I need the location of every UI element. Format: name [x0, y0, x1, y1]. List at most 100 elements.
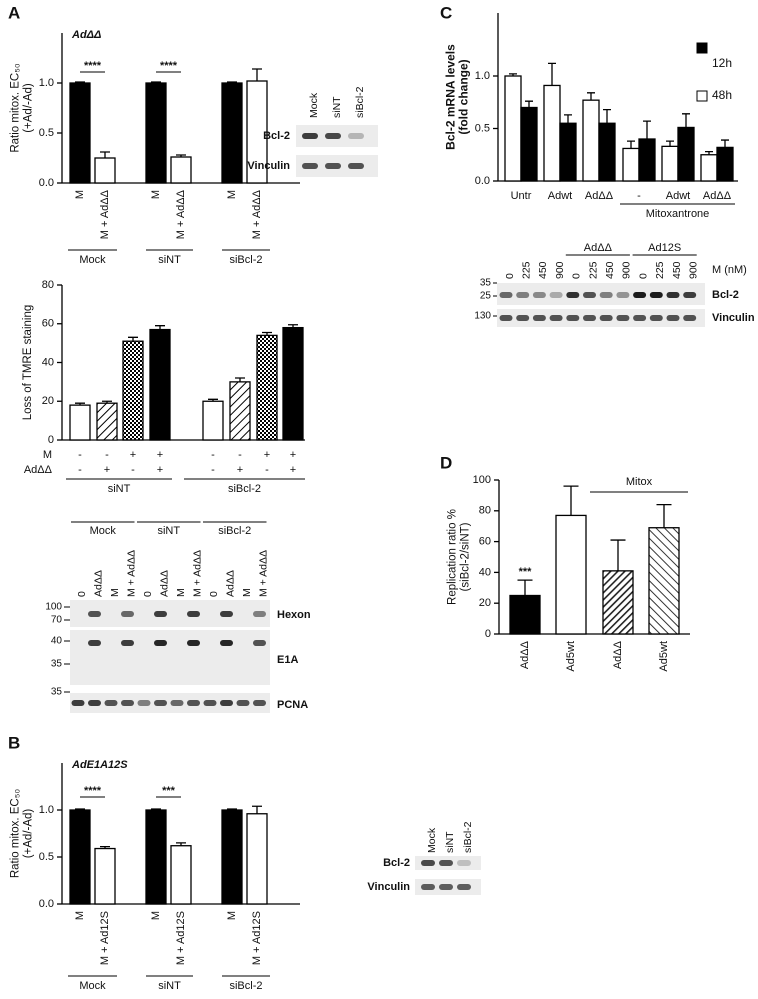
blot-row-label: Bcl-2: [712, 289, 739, 301]
x-tick-label: M + Ad12S: [175, 911, 187, 965]
y-tick-label: 20: [479, 597, 491, 609]
y-tick-label: 100: [473, 474, 491, 486]
y-tick-label: 0.5: [39, 127, 54, 139]
error-bar: [235, 377, 245, 382]
x-tick-label: M: [226, 911, 238, 920]
bar: [69, 809, 91, 905]
y-axis-label: Ratio mitox. EC₅₀: [10, 63, 22, 153]
error-bar: [721, 139, 729, 148]
blot-band: [302, 163, 318, 169]
blot-group-label: siNT: [157, 525, 180, 537]
x-tick-label: Adwt: [548, 190, 572, 202]
error-bar: [666, 140, 674, 147]
blot-band: [421, 884, 435, 890]
bar: [256, 334, 278, 441]
x-tick-label: Ad5wt: [658, 641, 670, 672]
y-axis-label: Bcl-2 mRNA levels: [444, 44, 458, 150]
significance: ****: [84, 60, 102, 72]
chart-title: AdE1A12S: [71, 759, 128, 771]
group-label: siNT: [108, 483, 131, 495]
y-tick-label: 60: [479, 536, 491, 548]
x-tick-label: M + Ad12S: [99, 911, 111, 965]
blot-band: [439, 884, 453, 890]
error-bar: [517, 579, 533, 596]
blot-band: [170, 700, 184, 706]
blot-row-label: PCNA: [277, 699, 308, 711]
blot-lane-label: 900: [687, 261, 699, 279]
blot-lane-label: M + AdΔΔ: [257, 550, 269, 597]
blot-lane-label: siBcl-2: [354, 86, 366, 118]
blot-band: [121, 640, 134, 646]
blot-row-label: E1A: [277, 654, 298, 666]
bar: [677, 126, 695, 182]
blot-band: [253, 640, 266, 646]
error-bar: [252, 805, 262, 814]
bar: [509, 594, 541, 635]
group-label: siBcl-2: [229, 254, 262, 266]
blot-marker: 35: [480, 278, 492, 289]
error-bar: [100, 846, 110, 849]
blot-band: [154, 700, 167, 706]
blot-band: [516, 292, 530, 298]
blot-lane-label: siNT: [331, 96, 343, 118]
sign: -: [238, 449, 242, 461]
blot-band: [253, 611, 266, 617]
blot-lane-label: 225: [654, 261, 666, 279]
blot-band: [88, 700, 101, 706]
group-label: siNT: [158, 980, 181, 992]
x-tick-label: M + Ad12S: [251, 911, 263, 965]
y-tick-label: 60: [42, 318, 54, 330]
blot-marker: 130: [474, 311, 491, 322]
sign: +: [104, 464, 110, 476]
y-tick-label: 80: [42, 279, 54, 291]
group-label: Mitoxantrone: [646, 208, 710, 220]
blot-strip: [70, 693, 270, 713]
blot-unit: M (nM): [712, 264, 747, 276]
error-bar: [262, 331, 272, 336]
panel-label: B: [8, 733, 20, 752]
bar: [602, 570, 634, 635]
significance: ****: [84, 785, 102, 797]
bar: [94, 157, 116, 184]
error-bar: [151, 808, 161, 810]
blot-strip: [70, 600, 270, 627]
panel-label: A: [8, 3, 20, 22]
error-bar: [208, 398, 218, 402]
bar: [145, 82, 167, 184]
blot-row-label: Bcl-2: [383, 857, 410, 869]
sign: +: [290, 464, 296, 476]
blot-band: [203, 700, 217, 706]
bar: [598, 122, 616, 182]
blot-band: [666, 315, 680, 321]
y-tick-label: 1.0: [475, 70, 490, 82]
error-bar: [252, 68, 262, 81]
bar: [622, 147, 640, 182]
x-tick-label: M + AdΔΔ: [251, 189, 263, 239]
blot-group-label: siBcl-2: [218, 525, 251, 537]
chart-title: AdΔΔ: [71, 29, 101, 41]
blot-band: [599, 292, 613, 298]
bar: [170, 156, 192, 184]
error-bar: [627, 140, 635, 149]
error-bar: [151, 81, 161, 83]
blot-lane-label: Mock: [308, 92, 320, 118]
blot-marker: 25: [480, 291, 492, 302]
blot-marker: 40: [51, 636, 63, 647]
bar: [716, 146, 734, 182]
blot-group-label: Mock: [90, 525, 117, 537]
bar: [555, 514, 587, 635]
blot-lane-label: 0: [142, 591, 154, 597]
y-tick-label: 0: [48, 434, 54, 446]
error-bar: [128, 336, 138, 342]
error-bar: [288, 324, 298, 328]
legend-label: 48h: [712, 88, 732, 102]
bar: [661, 145, 679, 182]
blot-band: [457, 860, 471, 866]
blot-lane-label: 450: [604, 261, 616, 279]
bar: [638, 138, 656, 182]
error-bar: [227, 808, 237, 810]
error-bar: [75, 81, 85, 83]
bar: [282, 326, 304, 441]
blot-lane-label: 0: [571, 273, 583, 279]
blot-band: [649, 315, 663, 321]
